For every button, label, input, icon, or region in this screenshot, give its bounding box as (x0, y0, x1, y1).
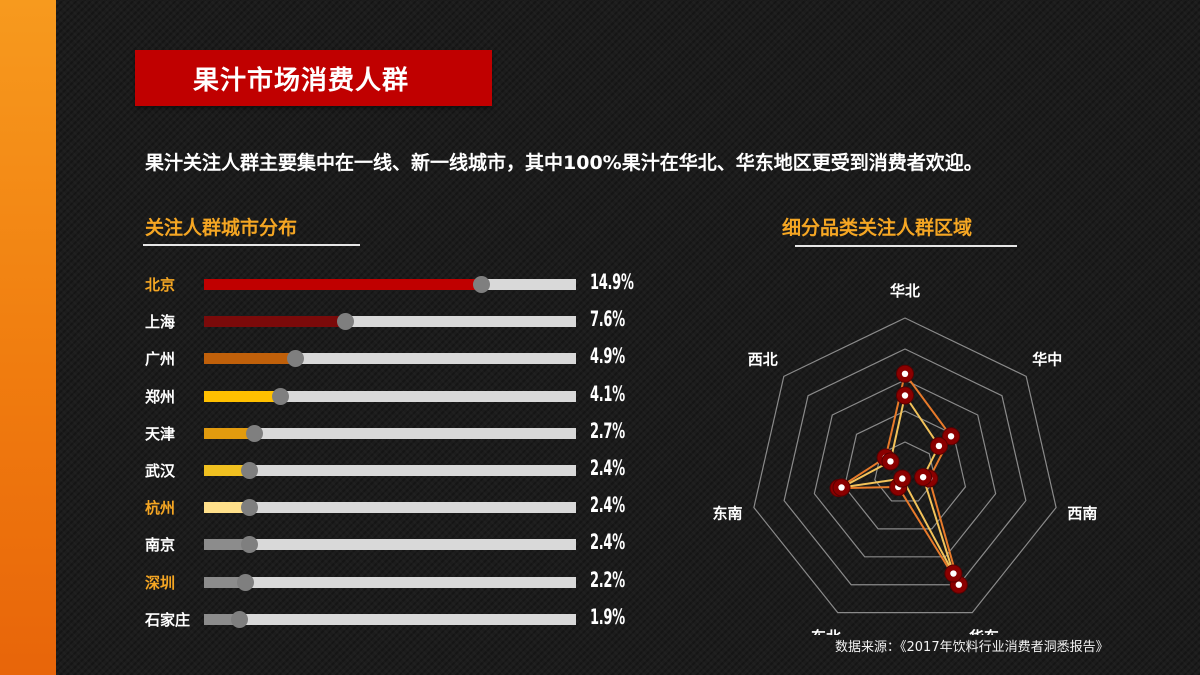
summary-text: 果汁关注人群主要集中在一线、新一线城市，其中100%果汁在华北、华东地区更受到消… (145, 152, 983, 174)
bar-end-marker (241, 499, 258, 517)
bar-end-marker (287, 350, 304, 368)
radar-axis-label: 西南 (1067, 504, 1097, 522)
bar-row: 深圳 2.2% (145, 567, 635, 594)
bar-chart-title-underline (143, 244, 360, 246)
radar-grid-ring (813, 379, 997, 558)
radar-point (832, 478, 851, 497)
bar-end-marker (241, 536, 258, 554)
bar-row: 上海 7.6% (145, 307, 635, 333)
bar-category-label: 郑州 (145, 387, 176, 406)
radar-point (896, 364, 914, 383)
bar-end-marker (241, 462, 258, 479)
bar-row: 武汉 2.4% (145, 456, 635, 482)
bar-end-marker (246, 424, 263, 442)
left-accent-stripe (0, 0, 56, 675)
bar-category-label: 北京 (145, 276, 176, 294)
page-title: 果汁市场消费人群 (193, 65, 410, 96)
bar-row: 石家庄 1.9% (145, 604, 635, 631)
radar-axis-label: 东北 (811, 628, 841, 635)
bar-end-marker (473, 276, 490, 293)
bar-category-label: 上海 (145, 313, 176, 332)
bar-category-label: 天津 (145, 424, 176, 443)
bar-row: 广州 4.9% (145, 344, 635, 370)
bar-category-label: 石家庄 (145, 610, 191, 629)
radar-point (893, 469, 912, 488)
bar-fill (204, 576, 245, 588)
bar-row: 杭州 2.4% (145, 493, 635, 519)
radar-point (929, 436, 948, 455)
bar-category-label: 深圳 (145, 573, 176, 592)
bar-track (204, 573, 576, 591)
radar-point (896, 386, 914, 405)
bar-chart-title: 关注人群城市分布 (145, 217, 298, 239)
radar-axis-label: 西北 (748, 351, 778, 369)
bar-end-marker (272, 387, 289, 405)
bar-row: 天津 2.7% (145, 418, 635, 445)
radar-axis-label: 华中 (1032, 351, 1062, 369)
bar-value-label: 7.6% (590, 307, 625, 332)
radar-point (881, 452, 900, 471)
bar-fill (204, 502, 249, 514)
radar-point (914, 468, 933, 487)
radar-point (942, 427, 961, 446)
bar-row: 郑州 4.1% (145, 381, 635, 408)
bar-fill (204, 316, 345, 328)
bar-track (204, 313, 576, 331)
bar-track (204, 499, 576, 517)
bar-value-label: 1.9% (590, 604, 625, 629)
bar-value-label: 4.1% (590, 381, 625, 406)
bar-category-label: 广州 (145, 350, 176, 369)
bar-value-label: 2.4% (590, 456, 625, 480)
bar-fill (204, 613, 239, 625)
radar-axis-label: 华北 (890, 282, 920, 300)
bar-track (204, 424, 576, 442)
bar-value-label: 4.9% (590, 344, 625, 369)
title-banner: 果汁市场消费人群 (135, 50, 492, 106)
bar-fill (204, 390, 280, 402)
bar-row: 南京 2.4% (145, 530, 635, 556)
bar-value-label: 2.4% (590, 493, 625, 518)
bar-fill (204, 353, 295, 365)
bar-category-label: 南京 (145, 536, 176, 555)
bar-track (204, 350, 576, 368)
bar-track (204, 276, 576, 293)
radar-grid-ring (753, 317, 1057, 614)
bar-row: 北京 14.9% (145, 270, 635, 296)
radar-chart-title: 细分品类关注人群区域 (782, 217, 973, 239)
bar-track (204, 462, 576, 479)
radar-axis-label: 华东 (969, 628, 999, 635)
bar-fill (204, 427, 254, 439)
bar-value-label: 2.4% (590, 530, 625, 555)
radar-grid-ring (783, 348, 1027, 586)
bar-end-marker (231, 610, 248, 628)
radar-chart-title-underline (795, 245, 1017, 247)
region-radar-chart: 华北华中西南华东 东北 东南 西北 (713, 282, 1098, 635)
bar-value-label: 14.9% (590, 270, 634, 294)
data-source-note: 数据来源：《2017年饮料行业消费者洞悉报告》 (835, 640, 1109, 655)
bar-category-label: 武汉 (145, 462, 176, 480)
bar-end-marker (337, 313, 354, 331)
radar-axis-label: 东南 (713, 504, 743, 522)
bar-fill (204, 465, 249, 476)
bar-end-marker (237, 573, 254, 591)
bar-fill (204, 279, 481, 290)
bar-track (204, 387, 576, 405)
radar-point (944, 564, 963, 583)
bar-fill (204, 539, 249, 551)
bar-value-label: 2.7% (590, 418, 625, 443)
bar-track (204, 536, 576, 554)
bar-track (204, 610, 576, 628)
bar-value-label: 2.2% (590, 567, 625, 592)
bar-category-label: 杭州 (145, 499, 176, 518)
